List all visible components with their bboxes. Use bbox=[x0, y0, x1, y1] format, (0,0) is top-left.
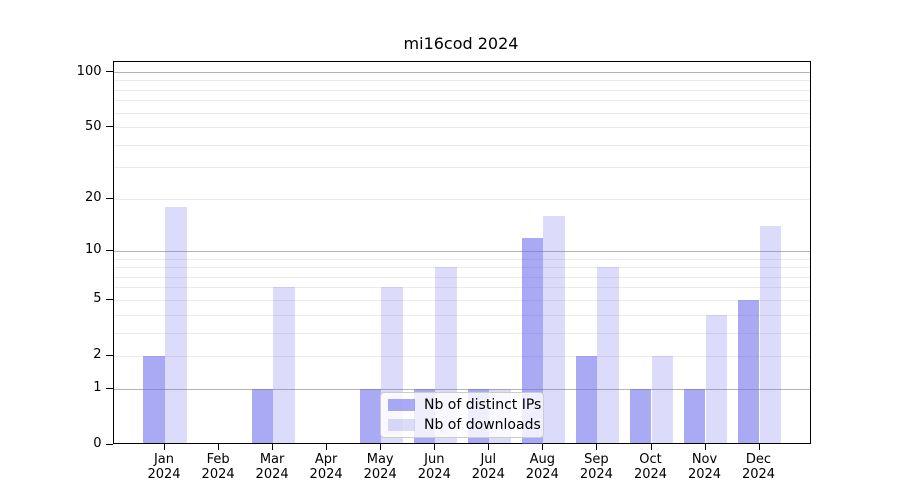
legend: Nb of distinct IPs Nb of downloads bbox=[380, 392, 544, 438]
ytick-100 bbox=[105, 71, 113, 72]
minor-gridline bbox=[113, 100, 810, 102]
bar-downloads-sep bbox=[597, 267, 619, 444]
ytick-label-5: 5 bbox=[93, 291, 102, 307]
minor-gridline bbox=[113, 167, 810, 169]
xtick-label-feb: Feb 2024 bbox=[201, 451, 235, 482]
ytick-5 bbox=[105, 298, 113, 300]
xtick-label-oct: Oct 2024 bbox=[633, 451, 668, 482]
ytick-0 bbox=[105, 443, 113, 445]
bar-ips-jan bbox=[143, 355, 165, 444]
minor-gridline bbox=[113, 314, 810, 316]
legend-item-downloads: Nb of downloads bbox=[388, 417, 541, 434]
plot-area bbox=[112, 60, 811, 444]
xtick-label-may: May 2024 bbox=[363, 451, 397, 482]
bar-ips-dec bbox=[737, 299, 760, 444]
legend-swatch-downloads bbox=[388, 418, 415, 431]
legend-swatch-distinct-ips bbox=[388, 399, 415, 412]
gridline-y-10 bbox=[113, 250, 810, 252]
minor-gridline bbox=[113, 80, 810, 82]
xtick-label-aug: Aug 2024 bbox=[525, 451, 559, 482]
xtick-label-nov: Nov 2024 bbox=[687, 451, 722, 482]
legend-label-distinct-ips: Nb of distinct IPs bbox=[424, 397, 542, 414]
ytick-10 bbox=[105, 249, 113, 251]
xtick-label-apr: Apr 2024 bbox=[309, 451, 343, 482]
bar-downloads-jan bbox=[165, 206, 187, 444]
minor-gridline bbox=[113, 276, 810, 278]
gridline-y-50 bbox=[113, 127, 810, 129]
bar-downloads-dec bbox=[759, 225, 782, 444]
xtick-may bbox=[380, 443, 382, 450]
xtick-label-sep: Sep 2024 bbox=[579, 451, 613, 482]
minor-gridline bbox=[113, 332, 810, 334]
ytick-label-50: 50 bbox=[84, 118, 102, 134]
xtick-apr bbox=[326, 443, 328, 450]
xtick-mar bbox=[272, 443, 274, 450]
gridline-y-2 bbox=[113, 355, 810, 357]
gridline-y-20 bbox=[113, 198, 810, 200]
xtick-label-jun: Jun 2024 bbox=[417, 451, 451, 482]
xtick-jan bbox=[164, 443, 165, 450]
gridline-y-1 bbox=[113, 388, 810, 390]
xtick-oct bbox=[650, 443, 652, 450]
legend-label-downloads: Nb of downloads bbox=[424, 416, 541, 433]
ytick-label-20: 20 bbox=[84, 190, 102, 206]
minor-gridline bbox=[113, 112, 810, 114]
minor-gridline bbox=[113, 144, 810, 146]
minor-gridline bbox=[113, 258, 810, 260]
ytick-50 bbox=[105, 126, 113, 128]
xtick-aug bbox=[542, 443, 544, 450]
bar-downloads-aug bbox=[543, 215, 565, 444]
xtick-dec bbox=[758, 443, 760, 450]
bar-ips-nov bbox=[683, 388, 706, 444]
ytick-label-10: 10 bbox=[84, 242, 102, 258]
ytick-label-2: 2 bbox=[93, 347, 102, 363]
bar-downloads-mar bbox=[273, 287, 295, 444]
minor-gridline bbox=[113, 267, 810, 269]
xtick-feb bbox=[218, 443, 220, 450]
ytick-20 bbox=[105, 197, 113, 199]
gridline-y-100 bbox=[113, 72, 810, 73]
xtick-jul bbox=[488, 443, 490, 450]
bar-ips-may bbox=[359, 388, 382, 444]
xtick-label-jan: Jan 2024 bbox=[147, 451, 181, 482]
xtick-label-mar: Mar 2024 bbox=[255, 451, 289, 482]
bar-ips-oct bbox=[629, 388, 652, 444]
xtick-label-jul: Jul 2024 bbox=[471, 451, 505, 482]
bar-ips-sep bbox=[575, 355, 598, 444]
minor-gridline bbox=[113, 89, 810, 91]
legend-item-distinct-ips: Nb of distinct IPs bbox=[388, 397, 541, 414]
xtick-sep bbox=[596, 443, 598, 450]
bar-downloads-oct bbox=[651, 355, 674, 444]
bar-ips-mar bbox=[251, 388, 274, 444]
bar-downloads-nov bbox=[705, 314, 728, 444]
xtick-label-dec: Dec 2024 bbox=[741, 451, 776, 482]
ytick-1 bbox=[105, 387, 113, 389]
xtick-nov bbox=[704, 443, 706, 450]
ytick-label-1: 1 bbox=[93, 380, 102, 396]
xtick-jun bbox=[434, 443, 436, 450]
ytick-label-0: 0 bbox=[93, 436, 102, 451]
ytick-label-100: 100 bbox=[76, 63, 102, 79]
chart-title: mi16cod 2024 bbox=[403, 34, 519, 53]
ytick-2 bbox=[105, 354, 113, 356]
minor-gridline bbox=[113, 287, 810, 289]
gridline-y-5 bbox=[113, 299, 810, 301]
